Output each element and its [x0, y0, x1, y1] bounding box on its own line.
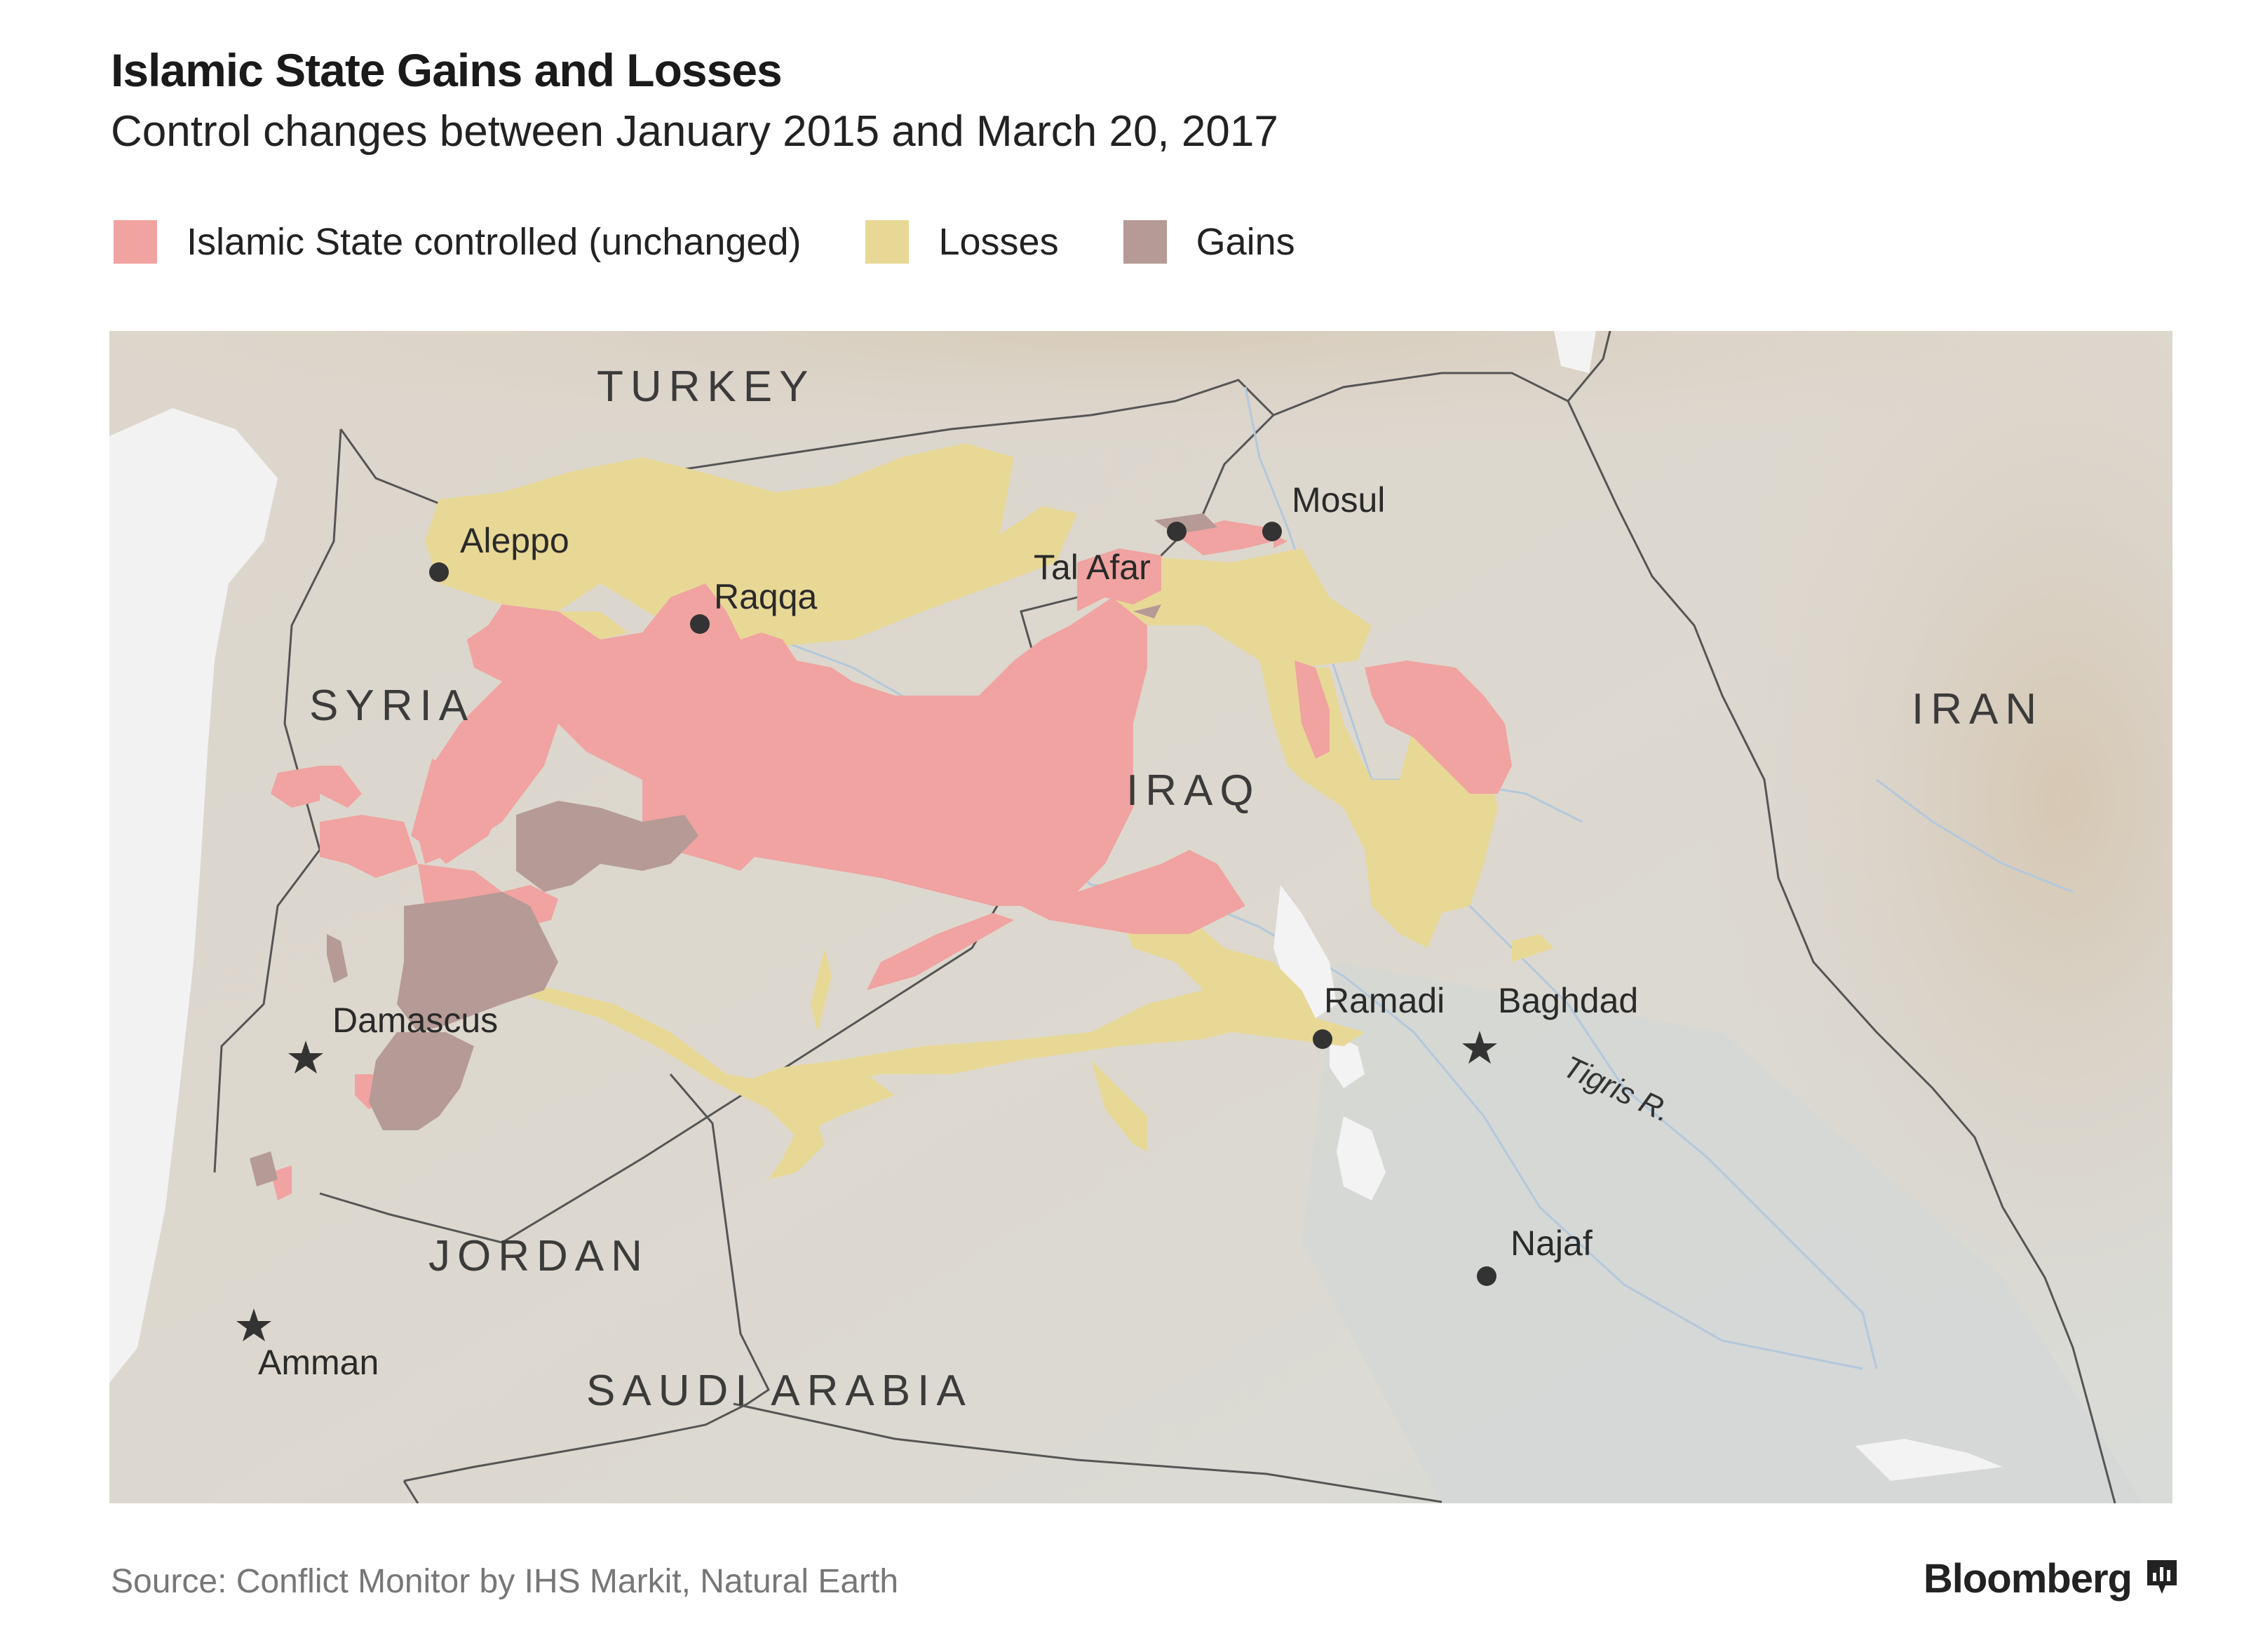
brand-name: Bloomberg [1923, 1556, 2133, 1602]
map: Tigris R. TURKEY SYRIA IRAQ IRAN JORDAN … [109, 331, 2172, 1503]
legend-swatch-losses [865, 220, 910, 264]
border-iraq-iran [1273, 372, 2116, 1503]
legend-item-losses: Losses [865, 220, 1059, 264]
country-label-jordan: JORDAN [428, 1232, 649, 1280]
is-hama [271, 766, 320, 808]
legend-label-controlled: Islamic State controlled (unchanged) [187, 221, 802, 263]
is-controlled-areas [271, 520, 1512, 1200]
country-label-saudi-arabia: SAUDI ARABIA [586, 1367, 973, 1415]
city-label-baghdad: Baghdad [1498, 981, 1638, 1020]
border-saudi-iraq [733, 1402, 1442, 1503]
country-label-iran: IRAN [1912, 685, 2043, 733]
gains-areas [250, 513, 1217, 1186]
city-label-amman: Amman [258, 1343, 379, 1382]
bloomberg-chart-icon [2144, 1557, 2179, 1600]
is-homs-region [411, 759, 446, 850]
legend-label-losses: Losses [938, 221, 1059, 263]
is-homs-pocket [446, 752, 474, 773]
is-palmyra [432, 766, 502, 864]
is-homs-west [320, 766, 362, 808]
loss-syria-desert-line [530, 983, 895, 1137]
is-kirkuk-west [1365, 661, 1512, 794]
border-turkey-syria [339, 379, 1275, 508]
legend-item-controlled: Islamic State controlled (unchanged) [114, 220, 801, 264]
legend-swatch-gains [1123, 220, 1167, 264]
gain-damascus-south [369, 1032, 474, 1130]
mesopotamia-lowland [1302, 962, 2143, 1503]
lake-tr [1554, 331, 1596, 373]
loss-anbar [726, 906, 1365, 1102]
source-note: Source: Conflict Monitor by IHS Markit, … [111, 1563, 899, 1600]
city-label-aleppo: Aleppo [460, 521, 569, 560]
loss-raqqa-west [558, 611, 628, 639]
turkey-terrain [109, 331, 2172, 541]
tal-afar-marker [1167, 522, 1187, 541]
loss-syria-desert-line-3 [811, 948, 832, 1032]
chart-subtitle: Control changes between January 2015 and… [111, 107, 1278, 156]
lake-razazah [1337, 1116, 1386, 1200]
tributary-2 [1876, 778, 2074, 893]
baghdad-star-icon [1462, 1031, 1497, 1064]
amman-star-icon [236, 1308, 271, 1341]
raqqa-marker [690, 614, 710, 634]
chart-title: Islamic State Gains and Losses [111, 44, 783, 96]
country-label-syria: SYRIA [309, 682, 475, 730]
legend-swatch-controlled [114, 220, 157, 264]
is-anbar-spur [867, 913, 1014, 990]
legend-item-gains: Gains [1123, 220, 1295, 264]
loss-mosul-region [1112, 548, 1372, 668]
city-label-damascus: Damascus [332, 1001, 498, 1040]
lake-hawr [1856, 1439, 2003, 1481]
aleppo-marker [429, 562, 449, 582]
city-markers [429, 522, 1496, 1286]
is-deir-ezzor [965, 639, 1133, 906]
gain-tal-afar-south [1133, 604, 1161, 618]
country-label-iraq: IRAQ [1126, 766, 1261, 815]
najaf-marker [1477, 1266, 1496, 1286]
border-saudi-jordan [403, 1480, 419, 1503]
capital-markers [236, 1031, 1497, 1341]
is-tal-afar [1077, 548, 1161, 611]
brand: Bloomberg [1924, 1555, 2179, 1602]
is-homs-east [320, 815, 418, 878]
legend: Islamic State controlled (unchanged) Los… [114, 217, 1360, 266]
gain-palmyra [516, 801, 698, 892]
city-label-raqqa: Raqqa [714, 577, 818, 616]
damascus-star-icon [288, 1041, 323, 1074]
city-label-tal-afar: Tal Afar [1034, 548, 1151, 587]
city-label-ramadi: Ramadi [1324, 981, 1445, 1020]
is-iraq-anbar [1021, 850, 1245, 934]
mosul-marker [1262, 522, 1282, 541]
is-east-spur [755, 738, 881, 822]
mediterranean-sea [109, 408, 278, 1383]
border-turkey-iran [1567, 331, 1611, 402]
loss-anbar-spur [1091, 1060, 1147, 1151]
city-label-mosul: Mosul [1292, 480, 1385, 520]
border-jordan-iraq [403, 1074, 770, 1482]
gain-damascus-east [397, 892, 558, 1032]
lake-habbaniyah [1330, 1032, 1365, 1088]
gain-south-syria [250, 1151, 278, 1186]
country-label-turkey: TURKEY [597, 363, 815, 411]
loss-syria-desert-line-2 [769, 1102, 825, 1179]
gain-qalamoun [327, 934, 348, 983]
ramadi-marker [1313, 1029, 1332, 1049]
legend-label-gains: Gains [1196, 221, 1295, 263]
loss-north-syria [425, 443, 1077, 646]
is-hawija [1295, 661, 1330, 759]
city-label-najaf: Najaf [1510, 1224, 1593, 1263]
loss-iraq-east [1512, 934, 1554, 962]
